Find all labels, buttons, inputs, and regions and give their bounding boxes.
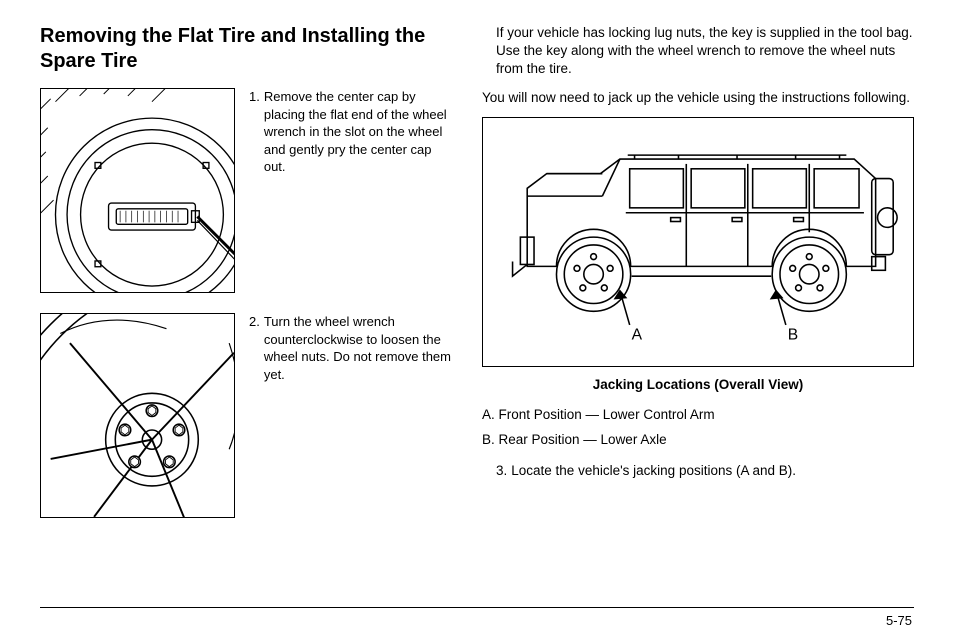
step-3-num: 3. xyxy=(496,462,507,481)
wheel-cap-illustration xyxy=(41,88,234,293)
right-column: If your vehicle has locking lug nuts, th… xyxy=(482,24,914,584)
footer-rule xyxy=(40,607,914,608)
figure-vehicle-jacking: A B xyxy=(482,117,914,367)
page-title: Removing the Flat Tire and Installing th… xyxy=(40,24,452,74)
page-number: 5-75 xyxy=(886,613,912,628)
jack-up-note: You will now need to jack up the vehicle… xyxy=(482,89,914,107)
figure-center-cap xyxy=(40,88,235,293)
step-3-body: Locate the vehicle's jacking positions (… xyxy=(511,462,796,481)
label-b: B xyxy=(788,326,798,343)
page-content: Removing the Flat Tire and Installing th… xyxy=(40,24,914,584)
figure-lug-nuts xyxy=(40,313,235,518)
step-2-num: 2. xyxy=(249,313,260,383)
step-1-num: 1. xyxy=(249,88,260,176)
step-2-row: 2. Turn the wheel wrench counterclockwis… xyxy=(40,313,452,518)
figure-caption: Jacking Locations (Overall View) xyxy=(482,377,914,392)
vehicle-side-illustration: A B xyxy=(483,120,913,364)
step-2-body: Turn the wheel wrench counterclockwise t… xyxy=(264,313,452,383)
step-1-text: 1. Remove the center cap by placing the … xyxy=(249,88,452,176)
wheel-lug-illustration xyxy=(41,313,234,518)
legend-a: A. Front Position — Lower Control Arm xyxy=(482,404,914,427)
label-a: A xyxy=(632,326,643,343)
step-3-text: 3. Locate the vehicle's jacking position… xyxy=(482,462,914,481)
left-column: Removing the Flat Tire and Installing th… xyxy=(40,24,452,584)
step-1-row: 1. Remove the center cap by placing the … xyxy=(40,88,452,293)
step-2-text: 2. Turn the wheel wrench counterclockwis… xyxy=(249,313,452,383)
locking-lug-note: If your vehicle has locking lug nuts, th… xyxy=(482,24,914,79)
step-1-body: Remove the center cap by placing the fla… xyxy=(264,88,452,176)
legend-b: B. Rear Position — Lower Axle xyxy=(482,429,914,452)
legend: A. Front Position — Lower Control Arm B.… xyxy=(482,404,914,452)
